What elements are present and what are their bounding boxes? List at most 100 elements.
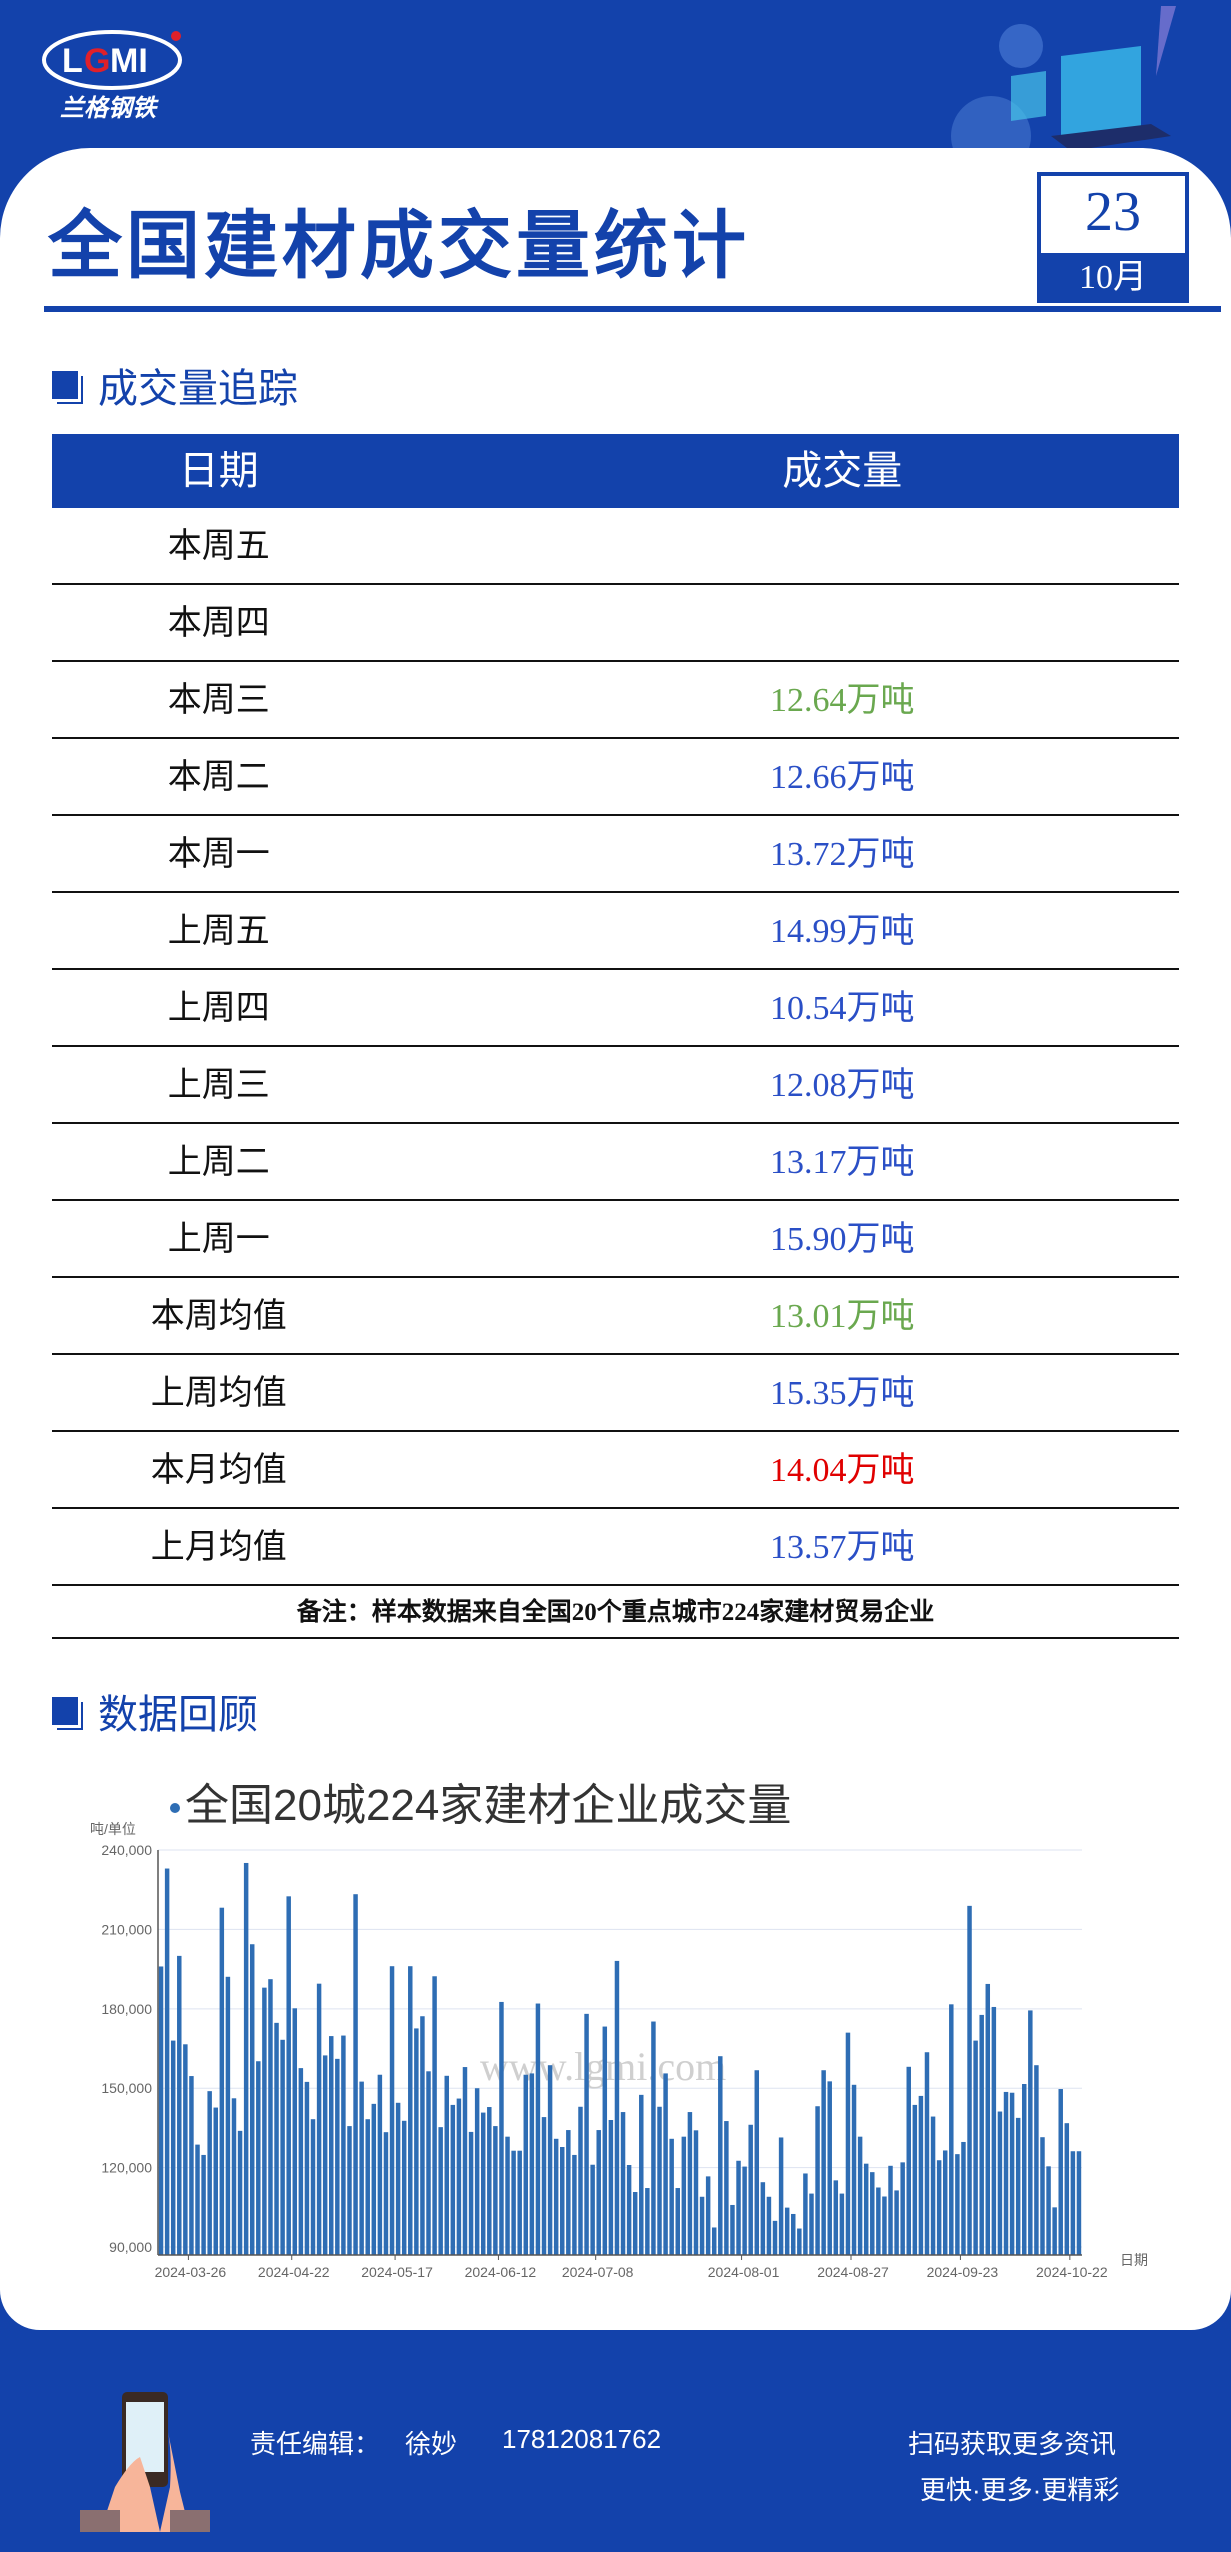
bar xyxy=(189,2076,194,2255)
bar xyxy=(620,2112,626,2255)
bar xyxy=(596,2130,601,2255)
bar xyxy=(274,2022,279,2255)
bar xyxy=(523,2074,529,2255)
bar xyxy=(955,2154,960,2255)
y-tick-label: 150,000 xyxy=(101,2080,152,2096)
row-volume: 13.72万吨 xyxy=(770,836,915,873)
bar xyxy=(754,2070,760,2255)
bar xyxy=(432,1976,437,2255)
hand-phone-illustration xyxy=(80,2392,210,2532)
bar xyxy=(687,2112,693,2255)
bar xyxy=(760,2182,766,2255)
bar xyxy=(249,1944,255,2255)
bar xyxy=(851,2084,857,2255)
bar xyxy=(906,2066,911,2255)
bar xyxy=(748,2124,753,2255)
bar xyxy=(505,2136,510,2255)
bar xyxy=(1022,2084,1027,2255)
square-bullet-icon xyxy=(52,371,78,399)
bar xyxy=(487,2107,492,2255)
table-row: 上周五 14.99万吨 xyxy=(52,893,1179,970)
bar xyxy=(322,2055,328,2255)
table-row: 本周一 13.72万吨 xyxy=(52,816,1179,893)
bar xyxy=(456,2098,462,2255)
bar xyxy=(997,2111,1003,2255)
x-tick-label: 2024-08-01 xyxy=(708,2264,780,2280)
bar xyxy=(584,2013,589,2255)
x-tick-label: 2024-03-26 xyxy=(155,2264,227,2280)
bar xyxy=(730,2204,735,2255)
bar xyxy=(329,2036,334,2255)
bar xyxy=(164,1868,170,2255)
bar xyxy=(566,2130,571,2255)
bar xyxy=(578,2106,583,2255)
bar xyxy=(414,2028,419,2255)
date-badge: 23 10月 xyxy=(1037,172,1189,303)
bar xyxy=(183,2044,188,2255)
editor-phone: 17812081762 xyxy=(502,2424,662,2454)
bar xyxy=(1076,2151,1082,2255)
row-date: 本周四 xyxy=(167,605,270,642)
bar xyxy=(693,2130,699,2255)
legend-dot-icon xyxy=(170,1803,180,1813)
bar xyxy=(310,2119,316,2255)
bar xyxy=(383,2132,389,2255)
bar xyxy=(936,2160,942,2255)
bar xyxy=(699,2196,705,2255)
bar xyxy=(262,1987,267,2255)
bar xyxy=(888,2165,893,2255)
bar xyxy=(1040,2137,1045,2255)
table-row: 本周五 xyxy=(52,508,1179,585)
table-row: 上周一 15.90万吨 xyxy=(52,1201,1179,1278)
bar xyxy=(292,2008,298,2255)
row-date: 上周二 xyxy=(167,1144,270,1181)
bar xyxy=(1070,2151,1076,2255)
bar xyxy=(772,2220,778,2255)
bar xyxy=(784,2207,790,2255)
bar xyxy=(815,2106,820,2255)
bar xyxy=(632,2192,638,2255)
laptop-illustration xyxy=(951,6,1176,166)
row-date: 本月均值 xyxy=(150,1452,287,1489)
bar xyxy=(207,2091,212,2255)
title-divider xyxy=(44,306,1221,312)
bar xyxy=(736,2160,741,2255)
bar xyxy=(365,2119,370,2255)
bar xyxy=(718,2056,723,2255)
bar xyxy=(377,2074,383,2255)
chart-title: 全国20城224家建材企业成交量 xyxy=(185,1781,791,1830)
bar xyxy=(298,2068,304,2255)
bar xyxy=(900,2162,905,2255)
bar xyxy=(547,2065,553,2255)
bar xyxy=(225,1976,231,2255)
svg-text:G: G xyxy=(84,42,110,80)
slogan-scan: 扫码获取更多资讯 xyxy=(908,2429,1117,2459)
bar xyxy=(833,2180,839,2255)
table-header: 日期 成交量 xyxy=(52,434,1179,508)
bar xyxy=(450,2104,456,2255)
table-row: 本周均值 13.01万吨 xyxy=(52,1278,1179,1355)
bar xyxy=(602,2026,608,2255)
bar xyxy=(243,1862,249,2255)
x-tick-label: 2024-06-12 xyxy=(465,2264,537,2280)
y-tick-label: 180,000 xyxy=(101,2001,152,2017)
row-volume xyxy=(616,585,1180,660)
bar xyxy=(438,2127,443,2255)
bar xyxy=(401,2120,407,2255)
bar xyxy=(949,2004,954,2255)
table-row: 本月均值 14.04万吨 xyxy=(52,1432,1179,1509)
bar xyxy=(651,2021,656,2255)
row-date: 上周三 xyxy=(167,1067,270,1104)
bar xyxy=(742,2166,747,2255)
row-volume: 10.54万吨 xyxy=(770,990,915,1027)
section-header-review: 数据回顾 xyxy=(52,1682,258,1740)
x-tick-label: 2024-08-27 xyxy=(817,2264,889,2280)
bar xyxy=(669,2138,674,2255)
editor-label: 责任编辑： xyxy=(250,2429,381,2459)
row-volume: 12.66万吨 xyxy=(770,759,915,796)
bar xyxy=(711,2227,717,2255)
bar xyxy=(1058,2089,1063,2255)
bar xyxy=(942,2150,948,2255)
row-volume: 12.64万吨 xyxy=(770,682,915,719)
